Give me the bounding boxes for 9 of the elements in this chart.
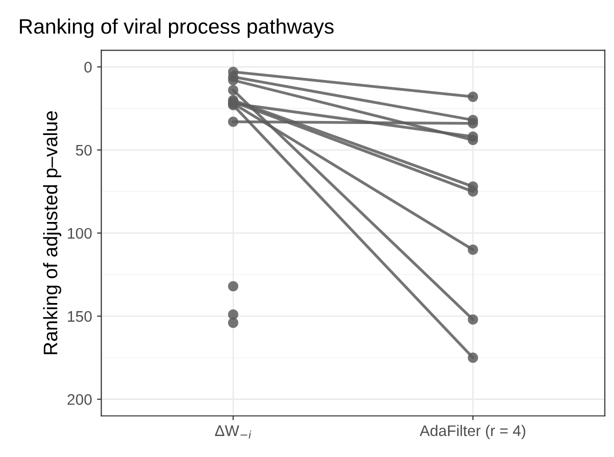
y-tick-label: 100 (68, 228, 92, 239)
y-tick-label: 0 (84, 62, 92, 73)
y-tick-label: 50 (76, 144, 92, 156)
chart-title: Ranking of viral process pathways (20, 18, 334, 38)
x-tick-label: ΔW$_{−i}$ (215, 425, 252, 438)
y-tick-label: 200 (68, 394, 92, 405)
y-axis-title: Ranking of adjusted p‒value (43, 111, 62, 354)
y-tick-label: 150 (68, 311, 92, 322)
x-tick-label: AdaFilter (r = 4) (420, 424, 526, 440)
